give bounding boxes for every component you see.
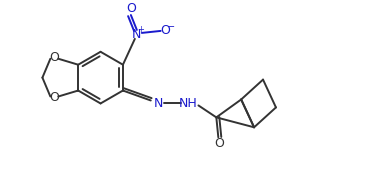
Text: O: O: [214, 137, 224, 150]
Text: O: O: [49, 51, 59, 64]
Text: O: O: [161, 24, 171, 37]
Text: N: N: [154, 97, 163, 110]
Text: N: N: [132, 28, 141, 41]
Text: NH: NH: [179, 97, 198, 110]
Text: −: −: [166, 22, 175, 32]
Text: O: O: [49, 91, 59, 104]
Text: O: O: [126, 2, 136, 15]
Text: +: +: [137, 25, 144, 34]
